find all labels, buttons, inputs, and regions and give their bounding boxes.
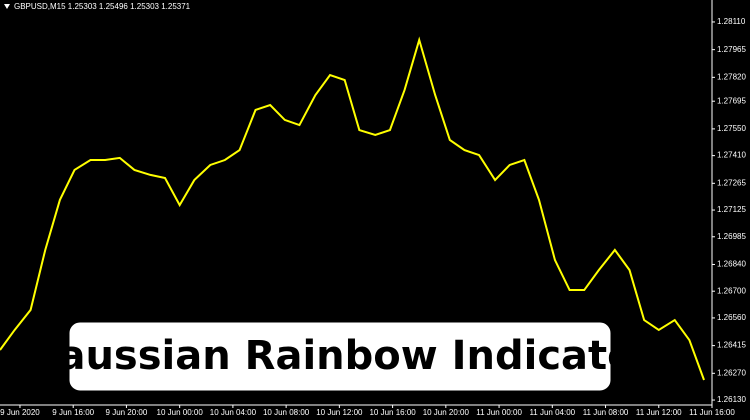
x-tick-label: 9 Jun 2020 [0, 408, 40, 417]
y-tick-label: 1.27965 [717, 45, 746, 54]
x-tick-label: 10 Jun 00:00 [157, 408, 204, 417]
x-tick-label: 10 Jun 16:00 [369, 408, 416, 417]
x-tick-label: 9 Jun 20:00 [106, 408, 148, 417]
y-tick-label: 1.28110 [717, 17, 746, 26]
y-tick-label: 1.27820 [717, 72, 746, 81]
y-tick-label: 1.27695 [717, 96, 746, 105]
x-tick-label: 11 Jun 12:00 [636, 408, 682, 417]
y-tick-label: 1.26130 [717, 395, 746, 404]
price-line [0, 36, 705, 381]
x-tick-label: 11 Jun 04:00 [529, 408, 575, 417]
banner-text: Gaussian Rainbow Indicator [26, 333, 655, 379]
y-tick-label: 1.27125 [717, 205, 746, 214]
x-tick-label: 10 Jun 08:00 [263, 408, 310, 417]
y-tick-label: 1.27410 [717, 151, 746, 160]
x-tick-label: 11 Jun 16:00 [689, 408, 735, 417]
x-tick-label: 10 Jun 12:00 [316, 408, 363, 417]
y-tick-label: 1.26415 [717, 341, 746, 350]
banner-box [66, 319, 614, 394]
y-tick-label: 1.27550 [717, 124, 746, 133]
y-tick-label: 1.26560 [717, 313, 746, 322]
y-tick-label: 1.26700 [717, 286, 746, 295]
y-tick-label: 1.27265 [717, 178, 746, 187]
x-tick-label: 10 Jun 04:00 [210, 408, 257, 417]
y-tick-label: 1.26840 [717, 260, 746, 269]
symbol-icon [4, 4, 10, 9]
x-tick-label: 10 Jun 20:00 [423, 408, 470, 417]
y-tick-label: 1.26270 [717, 368, 746, 377]
x-tick-label: 11 Jun 00:00 [476, 408, 522, 417]
chart-title: GBPUSD,M15 1.25303 1.25496 1.25303 1.253… [14, 2, 191, 11]
x-tick-label: 11 Jun 08:00 [583, 408, 629, 417]
x-tick-label: 9 Jun 16:00 [52, 408, 94, 417]
y-tick-label: 1.26985 [717, 232, 746, 241]
